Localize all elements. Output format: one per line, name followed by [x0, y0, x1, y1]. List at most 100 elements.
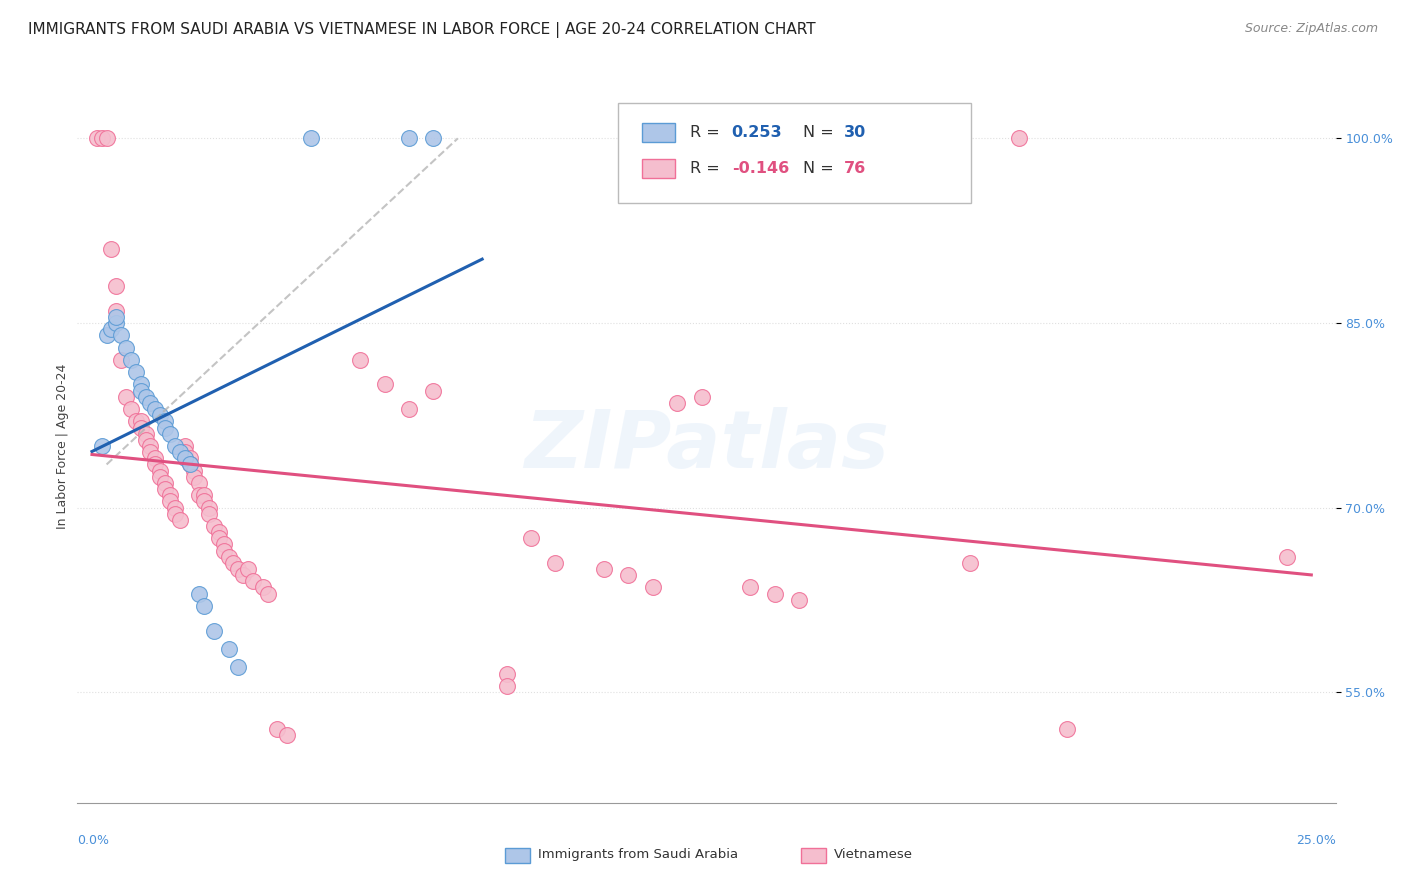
- Point: [763, 587, 786, 601]
- Point: [129, 384, 152, 398]
- Point: [149, 469, 172, 483]
- Point: [202, 519, 225, 533]
- Point: [159, 494, 181, 508]
- Text: -0.146: -0.146: [731, 161, 789, 176]
- Point: [159, 488, 181, 502]
- Text: 76: 76: [844, 161, 866, 176]
- Point: [173, 451, 195, 466]
- Point: [218, 642, 240, 657]
- Point: [1056, 722, 1078, 736]
- Point: [96, 131, 118, 145]
- Text: 25.0%: 25.0%: [1296, 834, 1336, 847]
- Point: [349, 352, 371, 367]
- Text: Source: ZipAtlas.com: Source: ZipAtlas.com: [1244, 22, 1378, 36]
- Point: [617, 568, 640, 582]
- Point: [222, 556, 245, 570]
- Point: [226, 660, 249, 674]
- Point: [139, 396, 162, 410]
- Text: N =: N =: [803, 161, 839, 176]
- Point: [115, 390, 138, 404]
- Point: [232, 568, 254, 582]
- Point: [125, 365, 148, 379]
- Point: [163, 507, 186, 521]
- Point: [163, 439, 186, 453]
- Point: [593, 562, 616, 576]
- Point: [422, 384, 444, 398]
- Point: [129, 377, 152, 392]
- Point: [242, 574, 264, 589]
- Point: [153, 475, 176, 490]
- Point: [495, 666, 517, 681]
- Text: 0.253: 0.253: [731, 125, 782, 140]
- Text: R =: R =: [690, 161, 725, 176]
- FancyBboxPatch shape: [643, 159, 675, 178]
- Point: [173, 445, 195, 459]
- Point: [149, 464, 172, 478]
- Point: [813, 131, 835, 145]
- Point: [145, 451, 167, 466]
- Point: [198, 500, 221, 515]
- Point: [641, 581, 664, 595]
- Point: [198, 507, 221, 521]
- Y-axis label: In Labor Force | Age 20-24: In Labor Force | Age 20-24: [56, 363, 69, 529]
- Point: [212, 537, 235, 551]
- Point: [276, 728, 298, 742]
- Point: [202, 624, 225, 638]
- Point: [188, 475, 211, 490]
- Point: [90, 131, 112, 145]
- Point: [115, 341, 138, 355]
- Point: [236, 562, 259, 576]
- Point: [959, 556, 981, 570]
- Point: [110, 352, 132, 367]
- Point: [125, 414, 148, 428]
- Point: [666, 396, 689, 410]
- Point: [740, 581, 762, 595]
- FancyBboxPatch shape: [643, 123, 675, 142]
- Point: [139, 439, 162, 453]
- Point: [179, 451, 201, 466]
- Text: Vietnamese: Vietnamese: [834, 847, 912, 861]
- Point: [544, 556, 567, 570]
- Point: [1008, 131, 1031, 145]
- Point: [100, 322, 122, 336]
- Point: [105, 310, 128, 324]
- Point: [398, 402, 420, 417]
- Point: [145, 458, 167, 472]
- Point: [374, 377, 396, 392]
- Point: [120, 352, 142, 367]
- FancyBboxPatch shape: [801, 848, 825, 863]
- Point: [159, 426, 181, 441]
- Point: [139, 445, 162, 459]
- Text: Immigrants from Saudi Arabia: Immigrants from Saudi Arabia: [538, 847, 738, 861]
- Point: [208, 525, 231, 540]
- Point: [188, 488, 211, 502]
- Point: [193, 488, 215, 502]
- Text: 0.0%: 0.0%: [77, 834, 110, 847]
- Point: [252, 581, 274, 595]
- Point: [153, 482, 176, 496]
- Point: [163, 500, 186, 515]
- Point: [218, 549, 240, 564]
- Point: [169, 513, 191, 527]
- Point: [153, 414, 176, 428]
- Point: [193, 494, 215, 508]
- Point: [90, 439, 112, 453]
- Point: [266, 722, 288, 736]
- Point: [188, 587, 211, 601]
- Point: [105, 303, 128, 318]
- Point: [173, 439, 195, 453]
- Point: [96, 328, 118, 343]
- Text: N =: N =: [803, 125, 839, 140]
- Point: [135, 426, 157, 441]
- Point: [120, 402, 142, 417]
- Point: [129, 414, 152, 428]
- Point: [105, 279, 128, 293]
- Point: [208, 531, 231, 545]
- Text: ZIPatlas: ZIPatlas: [524, 407, 889, 485]
- Point: [422, 131, 444, 145]
- Point: [129, 420, 152, 434]
- Point: [169, 445, 191, 459]
- Point: [398, 131, 420, 145]
- Point: [193, 599, 215, 613]
- Point: [787, 592, 810, 607]
